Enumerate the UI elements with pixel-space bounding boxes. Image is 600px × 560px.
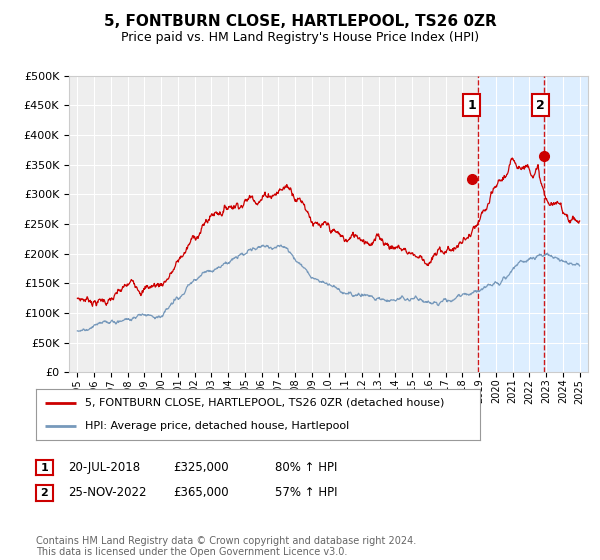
Bar bbox=[478, 76, 588, 372]
Text: 20-JUL-2018: 20-JUL-2018 bbox=[68, 461, 140, 474]
Text: 25-NOV-2022: 25-NOV-2022 bbox=[68, 486, 146, 500]
Text: 1: 1 bbox=[41, 463, 48, 473]
Text: 57% ↑ HPI: 57% ↑ HPI bbox=[275, 486, 337, 500]
Text: 2: 2 bbox=[536, 99, 545, 112]
Text: £365,000: £365,000 bbox=[173, 486, 229, 500]
Text: 5, FONTBURN CLOSE, HARTLEPOOL, TS26 0ZR: 5, FONTBURN CLOSE, HARTLEPOOL, TS26 0ZR bbox=[104, 14, 496, 29]
Text: Price paid vs. HM Land Registry's House Price Index (HPI): Price paid vs. HM Land Registry's House … bbox=[121, 31, 479, 44]
Text: Contains HM Land Registry data © Crown copyright and database right 2024.
This d: Contains HM Land Registry data © Crown c… bbox=[36, 535, 416, 557]
Text: 80% ↑ HPI: 80% ↑ HPI bbox=[275, 461, 337, 474]
Text: 1: 1 bbox=[467, 99, 476, 112]
Text: 2: 2 bbox=[41, 488, 48, 498]
Text: 5, FONTBURN CLOSE, HARTLEPOOL, TS26 0ZR (detached house): 5, FONTBURN CLOSE, HARTLEPOOL, TS26 0ZR … bbox=[85, 398, 444, 408]
Text: £325,000: £325,000 bbox=[173, 461, 229, 474]
Text: HPI: Average price, detached house, Hartlepool: HPI: Average price, detached house, Hart… bbox=[85, 421, 349, 431]
